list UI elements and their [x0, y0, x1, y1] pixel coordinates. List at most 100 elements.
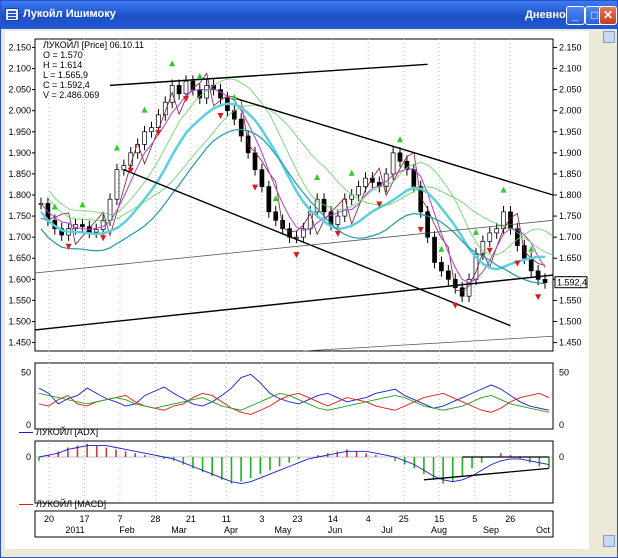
sell-signal-arrow — [182, 96, 189, 103]
candle-body — [494, 228, 500, 234]
sell-signal-arrow — [417, 226, 424, 233]
left-axis-label: 1.450 — [8, 338, 31, 348]
kijun-line — [40, 102, 546, 271]
minimize-button[interactable]: _ — [566, 6, 585, 25]
date-tick-label: 17 — [79, 514, 89, 524]
info-volume: V = 2.486.069 — [43, 90, 100, 100]
date-axis-frame — [34, 510, 554, 538]
macd-axis-label-left: 0 — [26, 452, 31, 462]
app-icon — [5, 8, 19, 21]
left-axis-label: 1.700 — [8, 232, 31, 242]
buy-signal-arrow — [314, 174, 321, 181]
buy-signal-arrow — [51, 203, 58, 210]
candle-body — [418, 186, 424, 213]
date-tick-label: 26 — [505, 514, 515, 524]
candle-body — [535, 270, 541, 280]
candle-body — [142, 131, 147, 145]
ema-line — [40, 72, 546, 292]
buy-signal-arrow — [397, 136, 404, 143]
candle-body — [487, 232, 493, 242]
cloud-span-a — [48, 78, 554, 256]
buy-signal-arrow — [79, 201, 86, 208]
buy-signal-arrow — [113, 144, 120, 151]
buy-signal-arrow — [472, 228, 479, 235]
date-tick-label: 3 — [259, 514, 264, 524]
adx-axis-label-left: 50 — [21, 367, 31, 377]
price-axis-label: 1.750 — [559, 211, 582, 221]
tenkan-line — [40, 88, 546, 284]
chart-canvas[interactable]: 20 17 7 28 21 11 3 23 14 4 25 15 5 26 2011 Feb Mar Apr May… — [5, 31, 589, 549]
date-tick-label: 7 — [117, 514, 122, 524]
info-open: O = 1.570 — [43, 50, 83, 60]
buy-signal-arrow — [528, 245, 535, 252]
macd-legend-swatch — [19, 504, 33, 506]
price-axis-label: 1.450 — [559, 338, 582, 348]
candle-body — [445, 270, 451, 280]
close-button[interactable]: ✕ — [599, 6, 617, 25]
left-axis-label: 1.900 — [8, 148, 31, 158]
candle-body — [542, 278, 548, 284]
sell-signal-arrow — [334, 231, 341, 238]
date-tick-label: 20 — [44, 514, 54, 524]
sell-signal-arrow — [452, 302, 459, 309]
left-axis-label: 2.150 — [8, 42, 31, 52]
buy-signal-arrow — [169, 60, 176, 67]
chart-svg[interactable]: 20 17 7 28 21 11 3 23 14 4 25 15 5 26 2011 Feb Mar Apr May… — [5, 31, 589, 549]
macd-pane-frame — [34, 440, 554, 504]
price-axis-label: 1.950 — [559, 127, 582, 137]
candle-body — [397, 152, 403, 162]
sell-signal-arrow — [486, 247, 493, 254]
price-info-box: ЛУКОЙЛ [Price] 06.10.11 O = 1.570 H = 1.… — [43, 40, 144, 100]
sell-signal-arrow — [252, 184, 259, 191]
scroll-down-button[interactable] — [603, 535, 615, 547]
candle-body — [107, 198, 113, 221]
month-label: Feb — [119, 525, 135, 535]
month-label: 2011 — [65, 525, 84, 535]
candle-body — [204, 85, 210, 99]
candle-body — [218, 89, 223, 99]
buy-signal-arrow — [141, 106, 148, 113]
candle-body — [273, 211, 279, 221]
scroll-up-button[interactable] — [603, 31, 615, 43]
adx-plus-line — [38, 373, 550, 411]
macd-trendline — [423, 467, 550, 481]
candle-body — [93, 229, 99, 233]
adx-pane-frame — [34, 362, 554, 430]
macd-signal-line — [38, 445, 550, 485]
candle-body — [156, 114, 161, 128]
title-bar[interactable]: Лукойл Ишимоку Дневной _ □ ✕ — [1, 1, 617, 29]
date-tick-label: 21 — [186, 514, 196, 524]
adx-axis-label-right: 0 — [559, 420, 564, 430]
info-close: C = 1.592,4 — [43, 80, 90, 90]
left-axis-label: 2.000 — [8, 106, 31, 116]
info-low: L = 1.565,9 — [43, 70, 88, 80]
candle-body — [528, 257, 534, 272]
date-tick-label: 5 — [472, 514, 477, 524]
price-axis-label: 2.050 — [559, 85, 582, 95]
month-label: May — [274, 525, 292, 535]
candle-body — [356, 186, 361, 196]
candle-body — [363, 177, 368, 187]
left-axis-label: 1.500 — [8, 316, 31, 326]
candle-body — [238, 118, 244, 137]
candle-body — [294, 236, 299, 239]
candle-body — [252, 152, 258, 171]
buy-signal-arrow — [196, 72, 203, 79]
buy-signal-arrow — [231, 93, 238, 100]
candle-body — [190, 80, 196, 90]
month-label: Jun — [328, 525, 343, 535]
price-axis-label: 1.500 — [559, 316, 582, 326]
candle-body — [404, 160, 410, 171]
left-axis-label: 2.100 — [8, 64, 31, 74]
left-axis-label: 1.950 — [8, 127, 31, 137]
date-tick-label: 15 — [434, 514, 444, 524]
date-tick-label: 25 — [399, 514, 409, 524]
price-axis-label: 1.900 — [559, 148, 582, 158]
info-high: H = 1.614 — [43, 60, 83, 70]
candle-body — [439, 262, 444, 272]
candle-body — [432, 236, 437, 263]
candle-body — [349, 194, 355, 200]
left-axis-label: 1.800 — [8, 190, 31, 200]
vertical-scrollbar[interactable] — [603, 31, 615, 549]
month-label: Oct — [536, 525, 551, 535]
